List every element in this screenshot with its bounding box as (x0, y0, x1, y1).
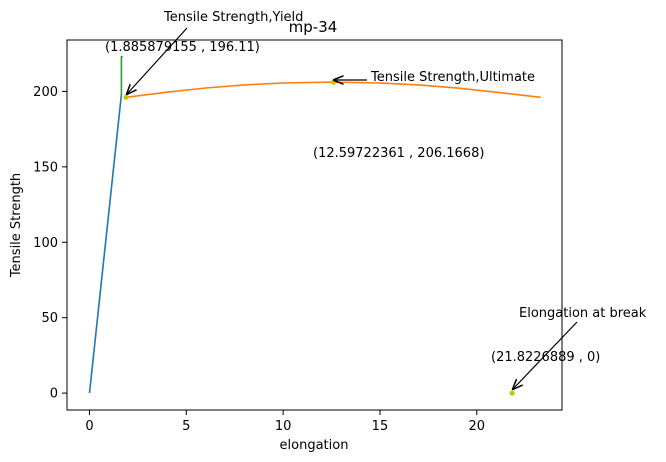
annotation-break-arrow (513, 321, 578, 389)
y-tick-label: 50 (41, 311, 58, 326)
annotation-break-label: (21.8226889 , 0) (491, 350, 600, 365)
x-tick-label: 0 (85, 419, 93, 434)
x-axis: 0 5 10 15 20 (85, 410, 485, 434)
plot-area: 0 5 10 15 20 0 50 100 150 200 (33, 39, 563, 434)
x-tick-label: 5 (182, 419, 190, 434)
annotation-yield-arrow (127, 27, 188, 94)
annotation-break-text: Elongation at break (519, 306, 647, 321)
series-line-1 (120, 55, 123, 95)
axes-frame (66, 39, 563, 411)
chart-title: mp-34 (289, 18, 338, 36)
series-line-0 (88, 94, 123, 394)
x-axis-label: elongation (280, 438, 349, 453)
y-tick-label: 0 (50, 387, 58, 402)
series-layer (88, 55, 541, 394)
annotation-ultimate-text: Tensile Strength,Ultimate (370, 70, 535, 85)
y-axis: 0 50 100 150 200 (33, 85, 67, 402)
annotation-ultimate-label: (12.59722361 , 206.1668) (313, 146, 484, 161)
x-tick-label: 20 (469, 419, 486, 434)
y-axis-label: Tensile Strength (9, 173, 24, 278)
x-tick-label: 15 (372, 419, 389, 434)
data-point-marker-0 (123, 94, 129, 100)
x-tick-label: 10 (275, 419, 292, 434)
data-point-marker-2 (509, 390, 515, 396)
annotation-yield-label: (1.885879155 , 196.11) (105, 40, 260, 55)
marker-layer (123, 79, 515, 396)
y-tick-label: 100 (33, 236, 58, 251)
y-tick-label: 200 (33, 85, 58, 100)
annotation-yield-text: Tensile Strength,Yield (163, 10, 303, 25)
y-tick-label: 150 (33, 160, 58, 175)
